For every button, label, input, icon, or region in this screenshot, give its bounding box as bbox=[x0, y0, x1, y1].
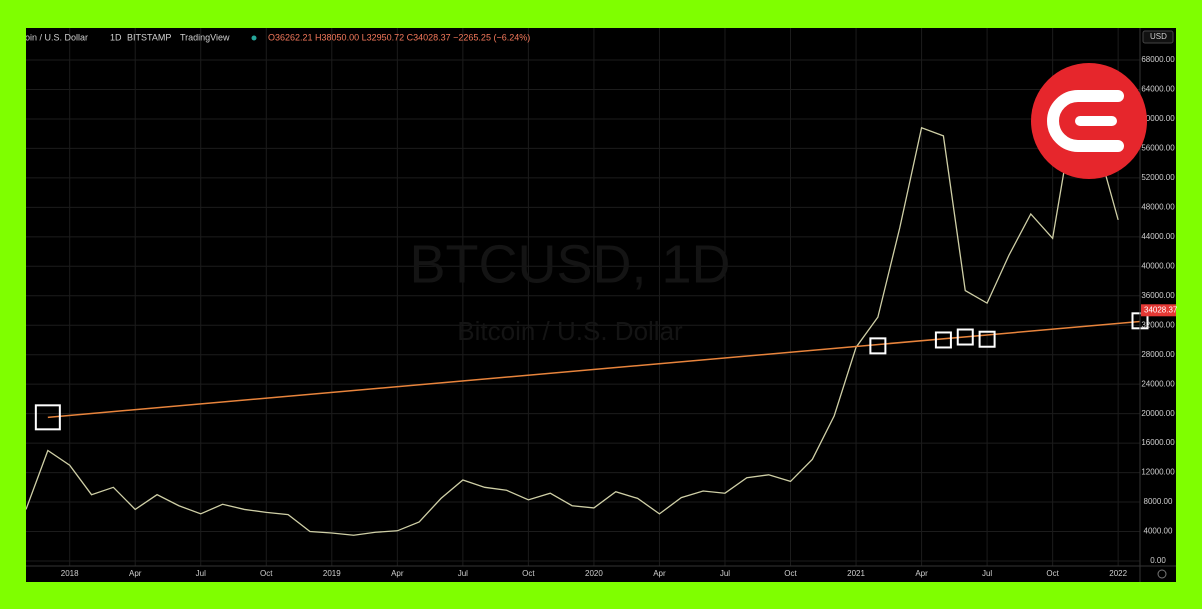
axes: 0.00 4000.00 8000.00 12000.00 16000.00 20000.… bbox=[61, 55, 1178, 578]
x-tick-label: Jul bbox=[982, 569, 992, 578]
symbol: Bitcoin / U.S. Dollar bbox=[10, 32, 88, 42]
y-tick-label: 8000.00 bbox=[1144, 497, 1173, 506]
x-tick-label: Oct bbox=[522, 569, 535, 578]
x-tick-label: Oct bbox=[784, 569, 797, 578]
y-tick-label: 16000.00 bbox=[1141, 438, 1175, 447]
y-tick-label: 64000.00 bbox=[1141, 85, 1175, 94]
highlight-box bbox=[934, 331, 952, 349]
y-tick-label: 56000.00 bbox=[1141, 144, 1175, 153]
x-tick-label: Jul bbox=[720, 569, 730, 578]
highlight-box bbox=[34, 404, 61, 431]
x-tick-label: Oct bbox=[1046, 569, 1059, 578]
currency-button[interactable] bbox=[1142, 30, 1174, 44]
status-dot bbox=[251, 35, 257, 41]
ohlc: O36262.21 H38050.00 L32950.72 C34028.37 … bbox=[268, 32, 530, 42]
x-tick-label: 2022 bbox=[1109, 569, 1127, 578]
watermark-subtitle: Bitcoin / U.S. Dollar bbox=[457, 316, 683, 346]
x-tick-label: Jul bbox=[196, 569, 206, 578]
watermark-title: BTCUSD, 1D bbox=[409, 234, 730, 294]
x-tick-label: Jul bbox=[458, 569, 468, 578]
x-tick-label: Apr bbox=[391, 569, 404, 578]
y-tick-label: 12000.00 bbox=[1141, 468, 1175, 477]
y-tick-label: 32000.00 bbox=[1141, 320, 1175, 329]
y-tick-label: 44000.00 bbox=[1141, 232, 1175, 241]
frame-left bbox=[0, 0, 26, 609]
source: TradingView bbox=[180, 32, 230, 42]
x-tick-label: 2018 bbox=[61, 569, 79, 578]
grid bbox=[26, 28, 1140, 566]
y-tick-label: 52000.00 bbox=[1141, 173, 1175, 182]
y-tick-label: 24000.00 bbox=[1141, 379, 1175, 388]
x-tick-label: 2021 bbox=[847, 569, 865, 578]
x-tick-label: Apr bbox=[915, 569, 928, 578]
highlight-box bbox=[956, 328, 974, 346]
x-tick-label: 2020 bbox=[585, 569, 603, 578]
price-line bbox=[25, 107, 1119, 536]
last-price-label: 34028.37 bbox=[1144, 305, 1178, 314]
last-price-tag bbox=[1141, 304, 1176, 317]
x-tick-label: Apr bbox=[129, 569, 142, 578]
x-tick-label: 2019 bbox=[323, 569, 341, 578]
y-tick-label: 48000.00 bbox=[1141, 202, 1175, 211]
highlight-box bbox=[869, 337, 887, 355]
interval: 1D bbox=[110, 32, 122, 42]
logo-glyph bbox=[1047, 90, 1124, 152]
settings-icon[interactable] bbox=[1157, 569, 1167, 579]
x-tick-label: Oct bbox=[260, 569, 273, 578]
logo bbox=[1031, 63, 1147, 179]
y-tick-label: 4000.00 bbox=[1144, 527, 1173, 536]
y-tick-label: 60000.00 bbox=[1141, 114, 1175, 123]
y-tick-label: 36000.00 bbox=[1141, 291, 1175, 300]
currency-label: USD bbox=[1150, 32, 1167, 41]
highlight-box bbox=[978, 330, 996, 348]
y-tick-label: 40000.00 bbox=[1141, 261, 1175, 270]
exchange: BITSTAMP bbox=[127, 32, 171, 42]
y-tick-label: 28000.00 bbox=[1141, 350, 1175, 359]
y-tick-label: 68000.00 bbox=[1141, 55, 1175, 64]
x-tick-label: Apr bbox=[653, 569, 666, 578]
y-tick-label: 0.00 bbox=[1150, 556, 1166, 565]
chart-background bbox=[26, 28, 1176, 582]
y-tick-label: 20000.00 bbox=[1141, 409, 1175, 418]
